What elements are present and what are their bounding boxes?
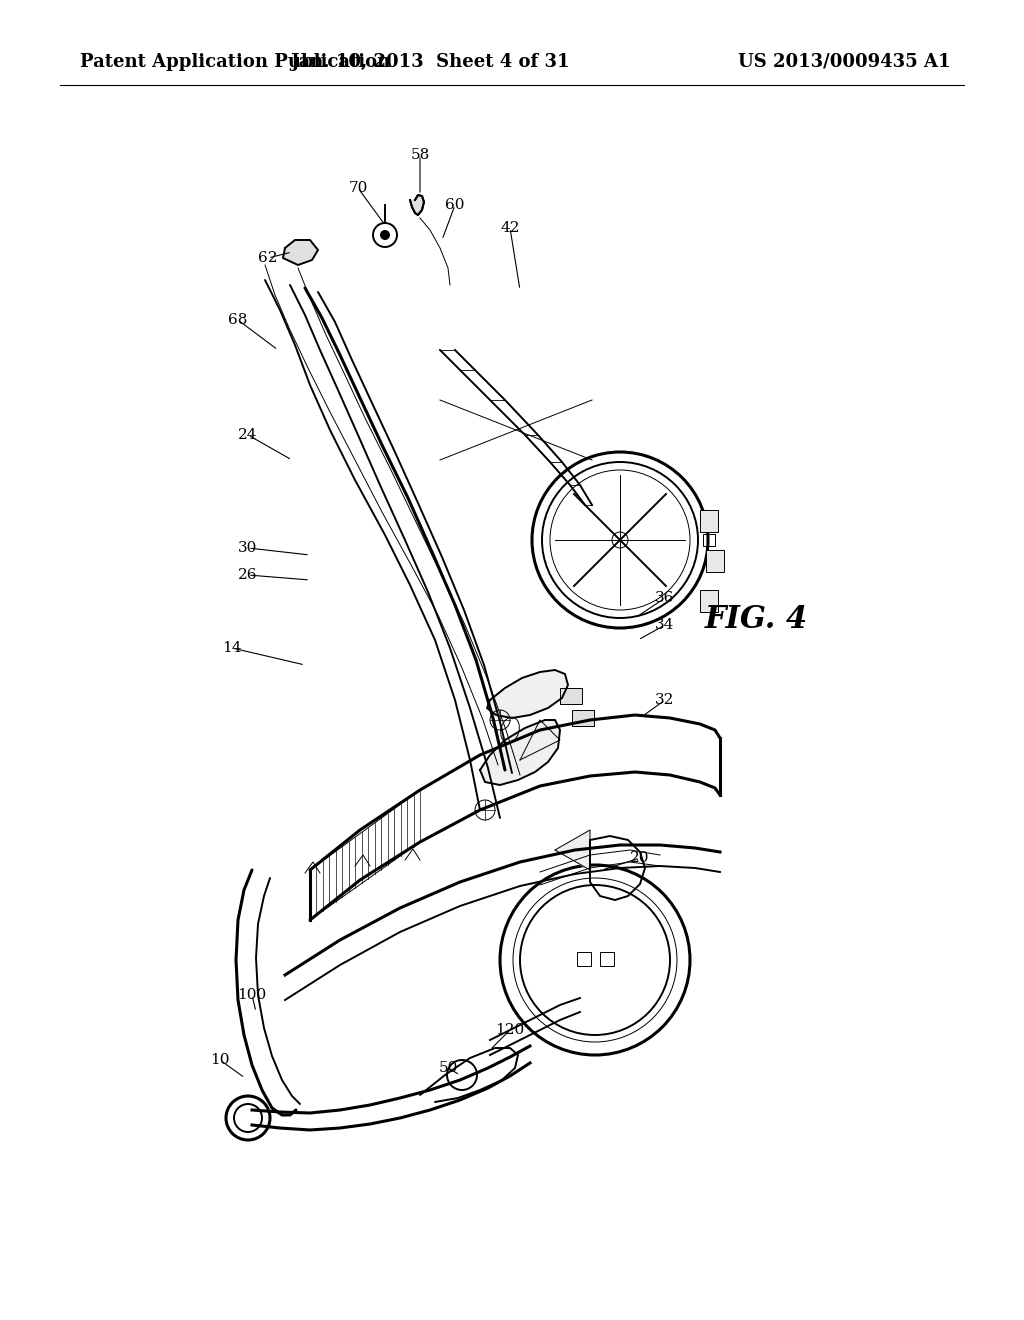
Text: 58: 58	[411, 148, 430, 162]
Polygon shape	[487, 671, 568, 718]
Text: Jan. 10, 2013  Sheet 4 of 31: Jan. 10, 2013 Sheet 4 of 31	[290, 53, 569, 71]
Text: 50: 50	[438, 1061, 458, 1074]
Circle shape	[380, 230, 390, 240]
Text: 68: 68	[228, 313, 248, 327]
Text: 100: 100	[238, 987, 266, 1002]
Polygon shape	[410, 195, 424, 215]
Polygon shape	[480, 719, 560, 785]
Polygon shape	[555, 830, 590, 870]
Polygon shape	[283, 240, 318, 265]
Text: 32: 32	[655, 693, 675, 708]
Circle shape	[226, 1096, 270, 1140]
Text: 60: 60	[445, 198, 465, 213]
Text: 70: 70	[348, 181, 368, 195]
Text: US 2013/0009435 A1: US 2013/0009435 A1	[737, 53, 950, 71]
Text: 62: 62	[258, 251, 278, 265]
Text: 30: 30	[239, 541, 258, 554]
Text: FIG. 4: FIG. 4	[705, 605, 808, 635]
Text: 24: 24	[239, 428, 258, 442]
Bar	[703, 535, 715, 546]
Text: 36: 36	[655, 591, 675, 605]
Text: 120: 120	[496, 1023, 524, 1038]
Text: 34: 34	[655, 618, 675, 632]
Bar	[706, 550, 724, 572]
Text: Patent Application Publication: Patent Application Publication	[80, 53, 390, 71]
Text: 26: 26	[239, 568, 258, 582]
Text: 14: 14	[222, 642, 242, 655]
Bar	[577, 952, 591, 966]
Bar	[700, 510, 718, 532]
Bar	[560, 688, 582, 704]
Bar	[700, 590, 718, 612]
Text: 42: 42	[501, 220, 520, 235]
Bar	[600, 952, 614, 966]
Bar	[572, 710, 594, 726]
Text: 10: 10	[210, 1053, 229, 1067]
Circle shape	[612, 532, 628, 548]
Text: 20: 20	[630, 851, 650, 865]
